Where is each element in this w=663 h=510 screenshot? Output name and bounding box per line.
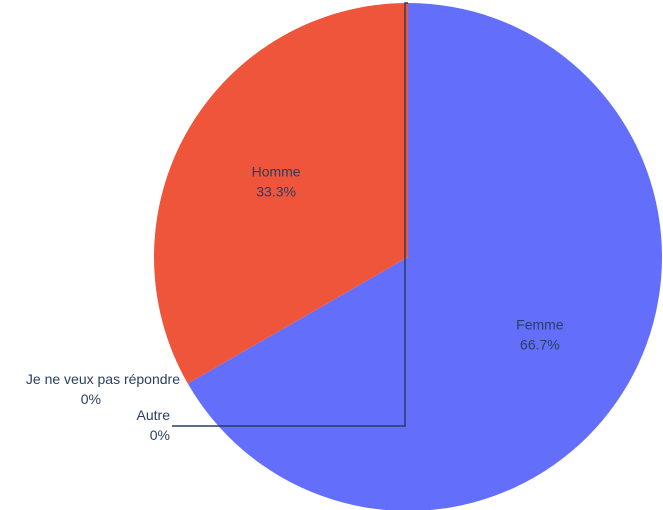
pie-slices <box>153 3 662 510</box>
slice-label-autre: Autre 0% <box>137 407 171 443</box>
slice-label-je-ne-veux-pas-r-pondre: Je ne veux pas répondre 0% <box>26 371 180 407</box>
leader-line-autre <box>172 2 408 427</box>
pie-slice-femme[interactable] <box>187 3 662 510</box>
slice-label-homme: Homme 33.3% <box>252 164 301 200</box>
pie-labels: Femme 66.7% Homme 33.3% Je ne veux pas répon… <box>26 2 564 443</box>
slice-label-femme: Femme 66.7% <box>516 316 564 352</box>
pie-slice-homme[interactable] <box>153 3 408 384</box>
